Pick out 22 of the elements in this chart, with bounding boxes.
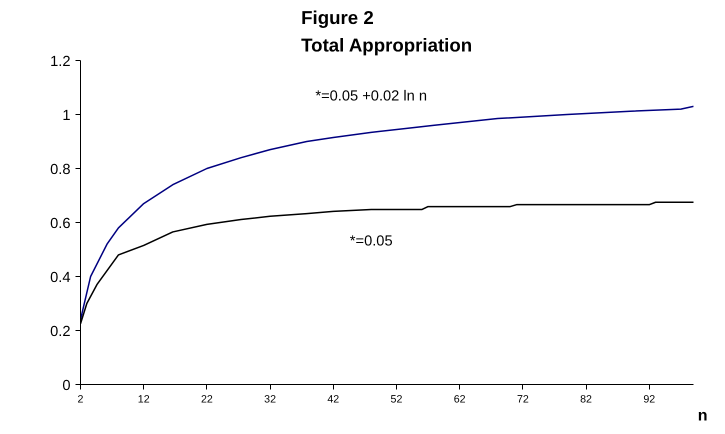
x-tick-label: 52: [390, 394, 402, 406]
y-tick-label: 0.8: [50, 162, 70, 178]
x-tick-label: 32: [264, 394, 276, 406]
x-tick-label: 62: [454, 394, 466, 406]
line-series: [80, 106, 694, 320]
chart-title: Figure 2 Total Appropriation: [301, 7, 472, 56]
x-tick-label: 42: [327, 394, 340, 406]
x-axis-title: n: [698, 408, 708, 424]
y-tick-label: 0.6: [50, 216, 70, 232]
x-tick-label: 92: [643, 394, 656, 406]
x-tick-label: 82: [580, 394, 592, 406]
y-tick-label: 0.4: [50, 270, 70, 286]
y-tick-label: 0: [62, 378, 71, 394]
y-tick-label: 1: [62, 108, 71, 124]
x-tick-label: 72: [516, 394, 529, 406]
x-tick-label: 22: [200, 394, 213, 406]
y-tick-label: 1.2: [50, 54, 70, 70]
x-tick-label: 12: [138, 394, 150, 406]
series-label: *=0.05 +0.02 ln n: [315, 88, 428, 104]
series-label: *=0.05: [350, 234, 393, 250]
x-tick-label: 2: [78, 394, 84, 406]
y-tick-label: 0.2: [50, 324, 70, 340]
